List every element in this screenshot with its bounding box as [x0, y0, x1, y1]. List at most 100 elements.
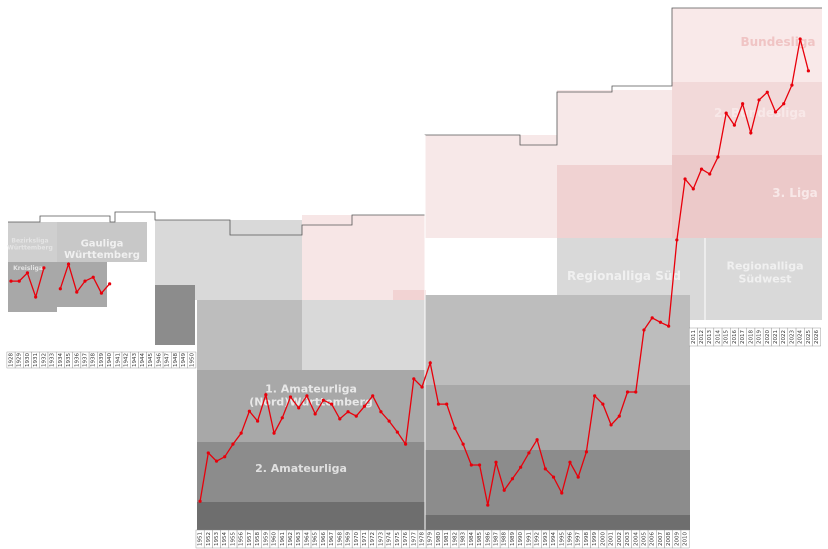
data-point [313, 412, 317, 416]
data-point [584, 450, 589, 454]
data-point [346, 410, 350, 414]
data-point [362, 404, 367, 408]
data-point [239, 431, 243, 435]
data-point [198, 499, 202, 503]
data-point [609, 423, 613, 427]
data-point [231, 442, 235, 446]
league-label: 2. Amateurliga [255, 462, 347, 475]
x-tick-label: 1945 [148, 353, 154, 367]
x-tick-label: 1982 [452, 532, 458, 546]
data-point [58, 287, 62, 291]
data-point [691, 187, 695, 191]
league-band [425, 295, 690, 385]
x-tick-label: 1929 [17, 353, 23, 367]
data-point [25, 271, 30, 275]
data-point [379, 410, 383, 414]
x-tick-label: 1987 [494, 532, 500, 546]
x-tick-label: 1996 [567, 532, 573, 546]
x-tick-label: 2003 [625, 532, 631, 546]
data-point [34, 295, 38, 299]
x-tick-label: 1950 [189, 353, 195, 367]
x-tick-label: 2005 [641, 532, 647, 546]
x-tick-label: 1998 [584, 532, 590, 546]
data-point [42, 266, 46, 270]
data-point [593, 394, 597, 398]
league-label: Bezirksliga Württemberg [7, 237, 53, 251]
data-point [108, 282, 112, 286]
x-tick-label: 2001 [609, 532, 615, 546]
data-point [297, 406, 301, 410]
x-tick-label: 1932 [41, 353, 47, 367]
year-cell [812, 327, 821, 347]
data-point [371, 394, 375, 398]
league-band [197, 442, 425, 502]
data-point [510, 477, 515, 481]
data-point [527, 451, 531, 455]
data-point [757, 98, 761, 102]
x-tick-label: 1949 [181, 353, 187, 367]
data-point [551, 475, 556, 479]
x-tick-label: 1983 [461, 532, 467, 546]
data-point [675, 238, 679, 242]
x-tick-label: 1971 [362, 532, 368, 546]
x-tick-label: 1941 [115, 353, 121, 367]
data-point [461, 442, 465, 446]
data-point [519, 465, 523, 469]
x-tick-label: 2019 [757, 330, 763, 344]
x-tick-label: 1969 [346, 532, 352, 546]
data-point [576, 475, 580, 479]
data-point [667, 324, 671, 328]
x-tick-label: 1960 [272, 532, 278, 546]
data-point [494, 460, 498, 464]
data-point [256, 419, 260, 423]
league-band [672, 155, 822, 238]
x-tick-label: 2024 [798, 330, 804, 344]
x-tick-label: 2016 [732, 330, 738, 344]
data-point [428, 361, 432, 365]
x-tick-label: 1994 [551, 532, 557, 546]
data-point [765, 90, 769, 94]
data-point [568, 460, 572, 464]
x-tick-label: 1937 [82, 353, 88, 367]
x-tick-label: 1944 [140, 353, 146, 367]
x-tick-label: 2006 [650, 532, 656, 546]
data-point [420, 385, 424, 389]
data-point [264, 393, 268, 397]
data-point [560, 491, 564, 495]
data-point [617, 414, 621, 418]
data-point [469, 463, 473, 467]
x-tick-label: 1968 [337, 532, 343, 546]
x-tick-label: 1965 [313, 532, 319, 546]
data-point [395, 430, 399, 434]
data-point [9, 279, 13, 283]
x-tick-label: 1943 [132, 353, 138, 367]
x-tick-label: 1962 [288, 532, 294, 546]
data-point [749, 131, 753, 135]
data-point [724, 111, 728, 115]
data-point [321, 398, 325, 402]
x-tick-label: 1984 [469, 532, 475, 546]
league-band [197, 502, 425, 530]
data-point [436, 402, 441, 406]
data-point [17, 279, 21, 283]
x-tick-label: 2014 [715, 330, 721, 344]
data-point [75, 290, 79, 294]
x-tick-label: 2007 [658, 532, 664, 546]
league-band [155, 285, 195, 345]
data-point [83, 279, 87, 283]
x-tick-label: 1933 [50, 353, 56, 367]
data-point [625, 390, 630, 394]
data-point [91, 275, 95, 279]
x-tick-label: 1986 [485, 532, 491, 546]
x-tick-label: 2017 [740, 330, 746, 344]
league-label: Kreisliga [13, 265, 43, 272]
x-tick-label: 1978 [420, 532, 426, 546]
x-tick-label: 1989 [510, 532, 516, 546]
x-tick-label: 1951 [198, 532, 204, 546]
x-tick-label: 1931 [33, 353, 39, 367]
x-tick-label: 1935 [66, 353, 72, 367]
x-tick-label: 1963 [296, 532, 302, 546]
x-tick-label: 1992 [535, 532, 541, 546]
x-tick-label: 2020 [765, 330, 771, 344]
data-point [387, 419, 391, 423]
